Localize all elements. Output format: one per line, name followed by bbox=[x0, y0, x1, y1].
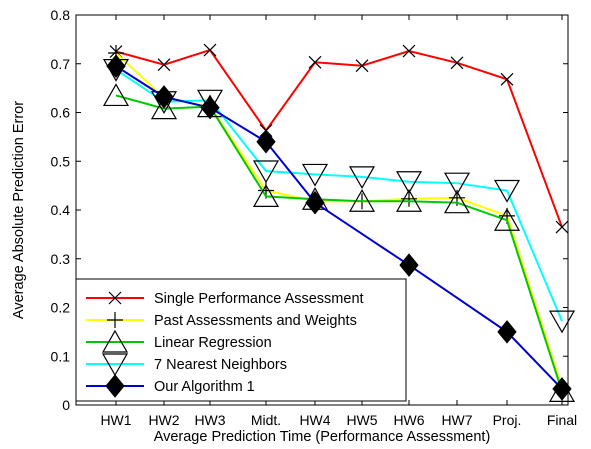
series-group bbox=[102, 43, 576, 402]
legend: Single Performance Assessment Past Assess… bbox=[75, 278, 407, 402]
series-line bbox=[115, 94, 563, 392]
triangle-down-marker bbox=[348, 166, 376, 190]
diamond-marker bbox=[399, 253, 419, 277]
legend-item: Past Assessments and Weights bbox=[86, 312, 357, 329]
triangle-down-marker bbox=[101, 353, 129, 377]
x-marker bbox=[108, 291, 122, 305]
diamond-marker bbox=[305, 190, 325, 215]
x-tick-label: HW7 bbox=[441, 412, 472, 428]
x-tick-label: HW1 bbox=[100, 412, 131, 428]
x-marker bbox=[308, 55, 322, 69]
x-tick-label: Midt. bbox=[251, 412, 281, 428]
legend-label: Our Algorithm 1 bbox=[154, 379, 255, 395]
triangle-up-marker bbox=[252, 184, 280, 207]
series-line bbox=[115, 48, 563, 228]
x-tick-label: Proj. bbox=[493, 412, 522, 428]
plus-marker bbox=[107, 312, 123, 328]
triangle-up-marker bbox=[493, 208, 521, 231]
triangle-up-marker bbox=[150, 96, 178, 120]
y-tick-label: 0.1 bbox=[51, 348, 71, 364]
x-marker bbox=[555, 220, 569, 234]
series-line bbox=[115, 68, 563, 322]
y-tick-label: 0 bbox=[62, 397, 70, 413]
y-tick-label: 0.3 bbox=[51, 251, 71, 267]
legend-label: Linear Regression bbox=[154, 335, 272, 351]
y-tick-label: 0.5 bbox=[51, 153, 71, 169]
triangle-down-marker bbox=[493, 179, 521, 203]
legend-label: 7 Nearest Neighbors bbox=[154, 357, 287, 373]
triangle-down-marker bbox=[395, 171, 423, 194]
y-axis-label: Average Absolute Prediction Error bbox=[11, 101, 27, 319]
legend-item: 7 Nearest Neighbors bbox=[86, 353, 287, 377]
diamond-marker bbox=[154, 85, 174, 109]
legend-label: Past Assessments and Weights bbox=[154, 313, 357, 329]
legend-item: Linear Regression bbox=[86, 329, 272, 353]
y-tick-label: 0.7 bbox=[51, 56, 71, 72]
legend-box bbox=[75, 278, 407, 402]
y-tick-label: 0.4 bbox=[51, 202, 71, 218]
x-marker bbox=[450, 56, 464, 70]
triangle-up-marker bbox=[102, 83, 130, 107]
x-tick-label: HW6 bbox=[393, 412, 424, 428]
x-marker bbox=[500, 72, 514, 86]
triangle-down-marker bbox=[196, 89, 224, 113]
diamond-marker bbox=[497, 320, 517, 344]
diamond-marker bbox=[106, 54, 126, 78]
legend-item: Our Algorithm 1 bbox=[86, 374, 255, 398]
y-tick-label: 0.6 bbox=[51, 105, 71, 121]
series-1 bbox=[109, 43, 569, 234]
diamond-marker bbox=[200, 95, 220, 120]
x-axis-label: Average Prediction Time (Performance Ass… bbox=[154, 429, 491, 445]
y-tick-label: 0.8 bbox=[51, 7, 71, 23]
triangle-up-marker bbox=[348, 189, 376, 212]
x-tick-label: HW5 bbox=[346, 412, 377, 428]
x-tick-label: HW2 bbox=[148, 412, 179, 428]
triangle-down-marker bbox=[252, 160, 280, 184]
series-4 bbox=[102, 59, 576, 334]
x-tick-label: Final bbox=[547, 412, 577, 428]
x-tick-label: HW4 bbox=[299, 412, 330, 428]
triangle-down-marker bbox=[443, 172, 471, 196]
legend-label: Single Performance Assessment bbox=[154, 291, 364, 307]
series-5 bbox=[106, 54, 572, 401]
diamond-marker bbox=[105, 374, 125, 398]
x-marker bbox=[203, 43, 217, 57]
triangle-down-marker bbox=[301, 163, 329, 187]
diamond-marker bbox=[256, 129, 276, 154]
triangle-up-marker bbox=[443, 190, 471, 214]
x-marker bbox=[355, 59, 369, 73]
x-tick-label: HW3 bbox=[194, 412, 225, 428]
x-marker bbox=[157, 58, 171, 72]
legend-item: Single Performance Assessment bbox=[86, 291, 364, 307]
triangle-up-marker bbox=[395, 189, 423, 212]
axes-group: 0 0.1 0.2 0.3 0.4 0.5 0.6 0.7 0.8 HW1 HW2 HW3 Midt. H… bbox=[51, 7, 578, 428]
x-marker bbox=[402, 44, 416, 58]
y-tick-label: 0.2 bbox=[51, 300, 71, 316]
triangle-up-marker bbox=[101, 329, 129, 353]
